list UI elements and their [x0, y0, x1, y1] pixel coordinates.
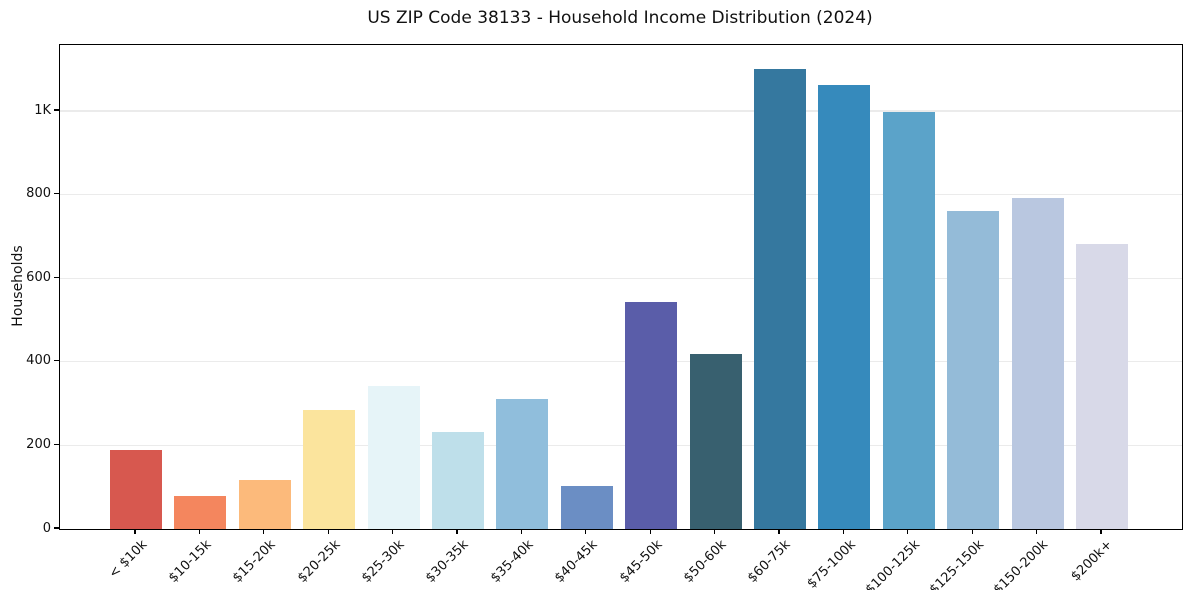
y-tick-mark-200 — [54, 443, 59, 446]
x-tick-label: $50-60k — [681, 537, 730, 586]
x-tick-label: $20-25k — [294, 537, 344, 586]
x-tick-mark — [1100, 529, 1102, 535]
bar-150-200k — [1011, 197, 1064, 529]
bar-45-50k — [625, 301, 678, 529]
x-tick-label: $100-125k — [862, 537, 923, 590]
gridline-200 — [60, 444, 1182, 447]
bar-50-60k — [689, 353, 742, 529]
y-tick-label-0: 0 — [42, 520, 51, 536]
gridline-1K — [60, 110, 1182, 112]
x-tick-mark — [649, 529, 651, 535]
bar-25-30k — [367, 385, 420, 529]
x-tick-mark — [842, 529, 845, 535]
gridline-600 — [60, 277, 1182, 279]
x-tick-mark — [907, 529, 909, 535]
x-tick-label: $60-75k — [745, 537, 794, 586]
plot-area — [59, 44, 1183, 530]
x-tick-label: $40-45k — [552, 537, 601, 586]
chart-title: US ZIP Code 38133 - Household Income Dis… — [367, 8, 873, 28]
x-tick-label: $45-50k — [616, 537, 666, 586]
x-tick-label: $150-200k — [991, 537, 1052, 590]
x-tick-label: $15-20k — [230, 537, 279, 586]
x-tick-mark — [520, 529, 523, 535]
x-tick-mark — [778, 529, 780, 535]
bar-125-150k — [947, 210, 1000, 529]
y-tick-mark-400 — [54, 360, 59, 362]
x-tick-label: $75-100k — [803, 537, 859, 590]
y-tick-label-600: 600 — [26, 269, 51, 285]
x-tick-mark — [391, 529, 394, 535]
bar-10-15k — [174, 495, 227, 529]
x-tick-label: $200k+ — [1068, 537, 1116, 585]
x-tick-mark — [585, 529, 587, 535]
bar-20-25k — [303, 410, 356, 529]
x-tick-label: $25-30k — [359, 537, 408, 586]
x-tick-mark — [971, 529, 973, 535]
y-tick-mark-800 — [54, 192, 59, 195]
bar-60-75k — [754, 69, 806, 529]
y-tick-mark-0 — [54, 527, 59, 529]
bar-40-45k — [560, 486, 613, 529]
x-tick-mark — [327, 529, 329, 535]
bar-200k+ — [1076, 244, 1128, 529]
x-tick-label: $10-15k — [165, 537, 215, 586]
x-tick-mark — [713, 529, 716, 535]
bar-15-20k — [238, 480, 291, 529]
y-tick-label-200: 200 — [26, 436, 51, 452]
y-tick-mark-600 — [54, 276, 59, 278]
x-tick-mark — [1035, 529, 1038, 535]
gridline-400 — [60, 361, 1182, 363]
bar-10k — [110, 450, 162, 529]
bar-75-100k — [818, 84, 871, 529]
y-tick-label-800: 800 — [26, 186, 51, 202]
bar-30-35k — [432, 431, 484, 529]
gridline-800 — [60, 193, 1182, 196]
x-tick-mark — [134, 529, 136, 535]
bar-35-40k — [496, 399, 549, 529]
x-tick-mark — [456, 529, 458, 535]
x-tick-mark — [198, 529, 201, 535]
y-tick-mark-1K — [54, 109, 59, 111]
y-tick-label-400: 400 — [26, 353, 51, 369]
bar-100-125k — [882, 112, 935, 529]
x-tick-label: $30-35k — [423, 537, 472, 586]
x-tick-label: < $10k — [105, 537, 150, 582]
x-tick-mark — [263, 529, 265, 535]
y-tick-label-1K: 1K — [34, 102, 51, 118]
x-tick-label: $125-150k — [926, 537, 988, 590]
x-tick-label: $35-40k — [487, 537, 537, 586]
y-axis-label: Households — [10, 245, 26, 327]
